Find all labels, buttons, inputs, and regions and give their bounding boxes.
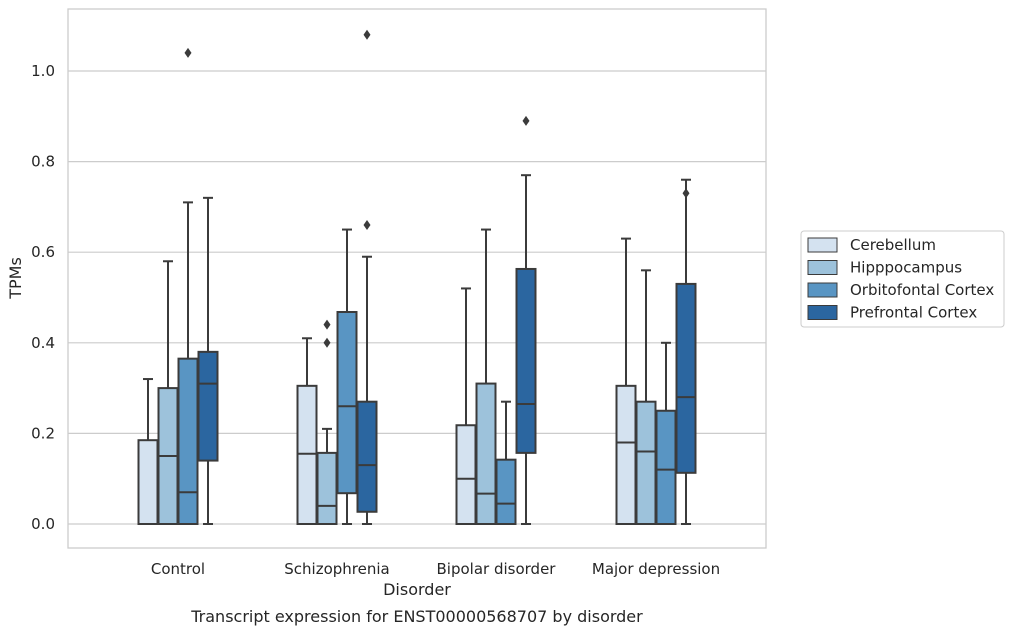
y-tick-label: 0.0 bbox=[31, 515, 55, 533]
y-tick-label: 1.0 bbox=[31, 62, 55, 80]
outlier-point bbox=[323, 337, 331, 348]
legend-frame bbox=[800, 230, 1005, 328]
outlier-point bbox=[682, 188, 690, 199]
box-body bbox=[675, 282, 697, 474]
y-tick-label: 0.8 bbox=[31, 153, 55, 171]
box-body bbox=[615, 384, 637, 525]
outlier-point bbox=[363, 220, 371, 231]
box-0-1 bbox=[296, 337, 318, 525]
box-body bbox=[475, 382, 497, 525]
box-1-0 bbox=[157, 260, 179, 525]
box-3-1 bbox=[356, 29, 378, 525]
x-tick-label: Major depression bbox=[592, 560, 720, 578]
box-body bbox=[137, 439, 159, 526]
box-2-2 bbox=[495, 400, 517, 526]
box-3-0 bbox=[197, 196, 219, 525]
legend-label: Orbitofontal Cortex bbox=[850, 281, 994, 299]
box-1-1 bbox=[316, 319, 338, 525]
boxes bbox=[137, 29, 697, 526]
box-1-2 bbox=[475, 228, 497, 525]
box-3-2 bbox=[515, 115, 537, 525]
legend-swatch bbox=[807, 237, 838, 253]
box-2-0 bbox=[177, 47, 199, 525]
x-axis-label: Disorder bbox=[383, 580, 451, 599]
y-tick-label: 0.4 bbox=[31, 334, 55, 352]
box-body bbox=[197, 350, 219, 462]
y-axis-label: TPMs bbox=[6, 257, 25, 300]
outlier-point bbox=[522, 115, 530, 126]
box-body bbox=[515, 267, 537, 454]
chart-caption: Transcript expression for ENST0000056870… bbox=[190, 607, 643, 626]
box-1-3 bbox=[635, 269, 657, 525]
box-body bbox=[177, 357, 199, 525]
box-0-0 bbox=[137, 378, 159, 526]
x-tick-label: Schizophrenia bbox=[284, 560, 389, 578]
box-body bbox=[495, 458, 517, 526]
box-body bbox=[336, 310, 358, 495]
legend: Cerebellum Hipppocampus Orbitofontal Corte… bbox=[800, 230, 1005, 328]
box-body bbox=[635, 400, 657, 525]
outlier-point bbox=[323, 319, 331, 330]
plot-area-frame bbox=[67, 8, 767, 549]
outlier-point bbox=[363, 29, 371, 40]
box-2-1 bbox=[336, 228, 358, 525]
y-tick-label: 0.2 bbox=[31, 424, 55, 442]
box-0-2 bbox=[455, 287, 477, 525]
box-body bbox=[356, 400, 378, 513]
y-tick-label: 0.6 bbox=[31, 243, 55, 261]
legend-swatch bbox=[807, 282, 838, 298]
x-tick-labels: Control Schizophrenia Bipolar disorder Majo… bbox=[151, 560, 720, 578]
outlier-point bbox=[184, 47, 192, 58]
box-3-3 bbox=[675, 178, 697, 525]
legend-swatch bbox=[807, 305, 838, 320]
x-tick-label: Bipolar disorder bbox=[437, 560, 557, 578]
y-tick-labels: 0.0 0.2 0.4 0.6 0.8 1.0 bbox=[31, 62, 55, 533]
box-2-3 bbox=[655, 341, 677, 525]
box-body bbox=[296, 384, 318, 525]
legend-label: Prefrontal Cortex bbox=[850, 304, 977, 322]
legend-label: Cerebellum bbox=[850, 236, 936, 254]
box-0-3 bbox=[615, 237, 637, 525]
box-body bbox=[455, 424, 477, 525]
x-tick-label: Control bbox=[151, 560, 205, 578]
legend-label: Hipppocampus bbox=[850, 259, 962, 277]
legend-swatch bbox=[807, 260, 838, 275]
box-body bbox=[316, 451, 338, 525]
box-body bbox=[655, 409, 677, 525]
